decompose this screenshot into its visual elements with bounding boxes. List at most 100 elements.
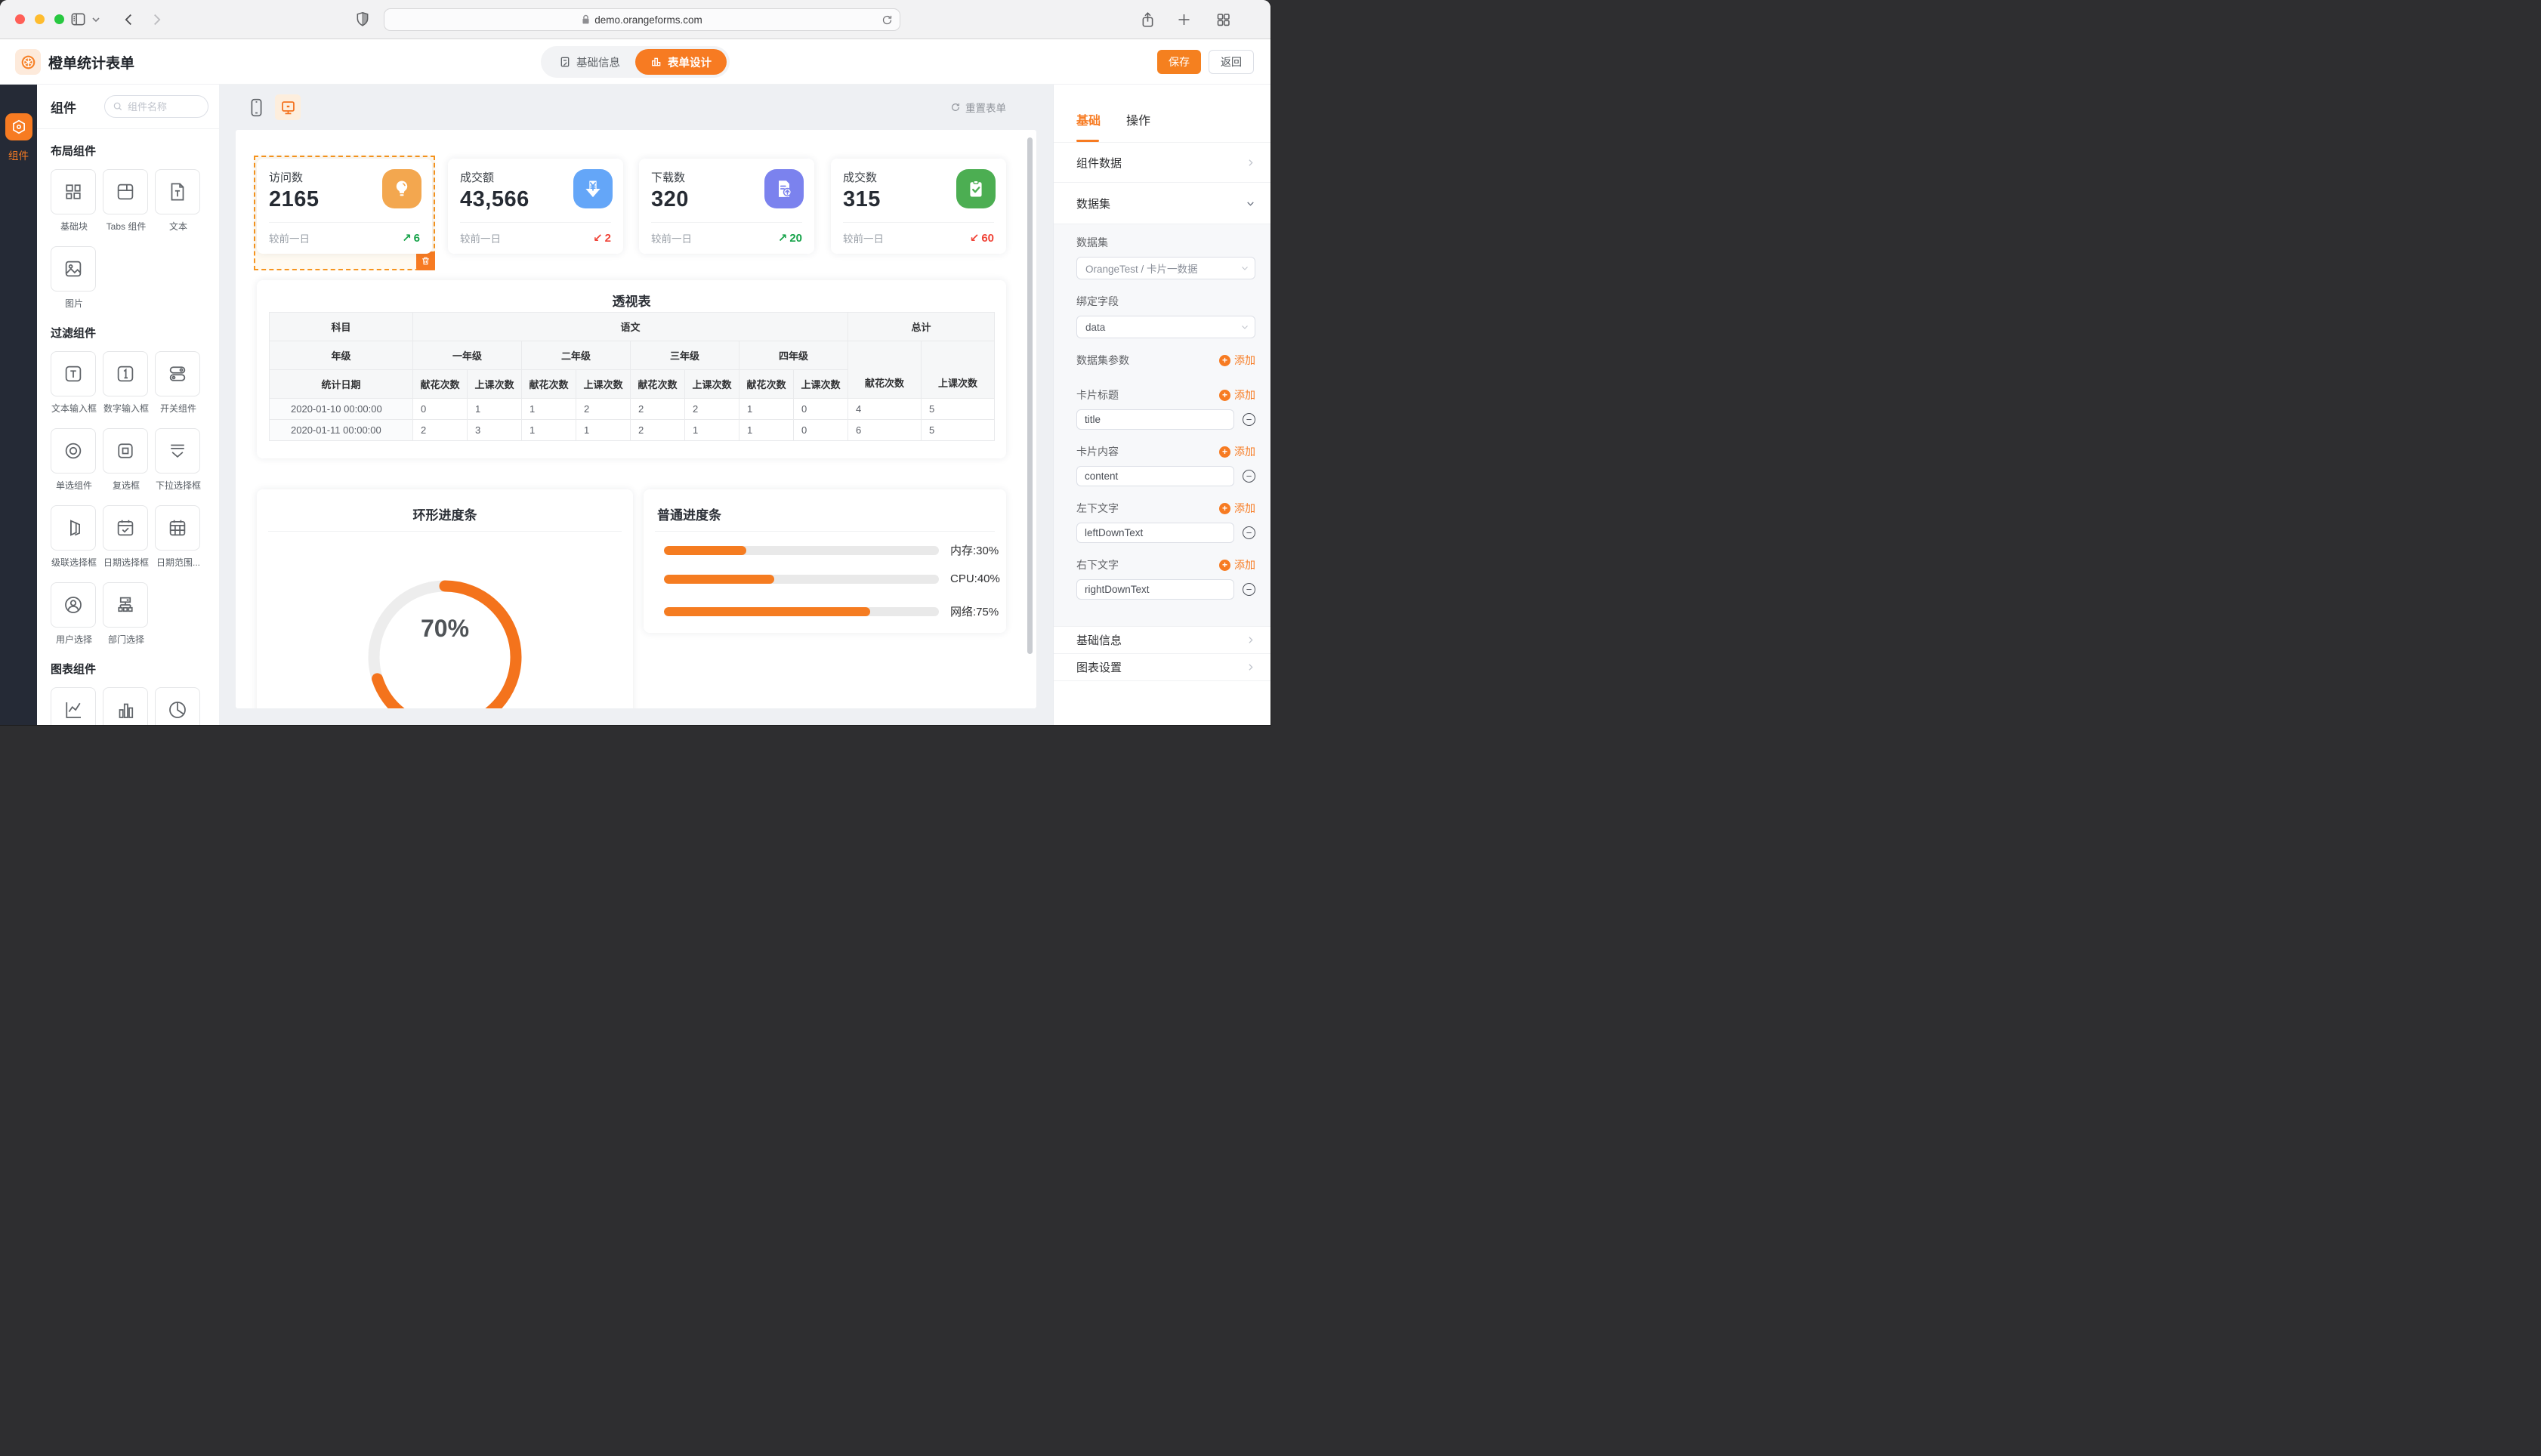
component-tile-radio[interactable] [51, 428, 96, 474]
pivot-table-widget[interactable]: 透视表 科目 语文 总计 年级 一年级 二年级 三年级 四年级 献花次数 上课次数 统计日期 献花次数… [257, 280, 1006, 458]
tab-basic[interactable]: 基础 [1076, 115, 1101, 128]
tab-overview-icon[interactable] [1215, 11, 1231, 29]
progress-label: 网络:75% [950, 606, 999, 618]
rail-item-components[interactable]: 组件 [0, 113, 37, 162]
back-button-app[interactable]: 返回 [1209, 50, 1254, 74]
component-tile-text-doc[interactable] [155, 169, 200, 214]
ring-progress-widget[interactable]: 环形进度条 70% [257, 489, 633, 708]
monitor-icon [281, 100, 295, 114]
component-tile-checkbox[interactable] [103, 428, 148, 474]
forward-button[interactable] [148, 11, 165, 29]
field-value-input[interactable] [1076, 409, 1234, 430]
field-group-label: 右下文字 [1076, 559, 1119, 571]
add-field-button[interactable]: + 添加 [1219, 387, 1255, 403]
pivot-metric-a: 献花次数 [521, 369, 576, 399]
reload-icon[interactable] [881, 14, 893, 26]
minimize-window-button[interactable] [35, 14, 45, 24]
shield-icon[interactable] [355, 10, 370, 29]
address-bar[interactable]: demo.orangeforms.com [384, 8, 900, 31]
pivot-value-cell: 1 [739, 419, 794, 441]
remove-field-button[interactable]: − [1243, 413, 1255, 426]
save-button[interactable]: 保存 [1157, 50, 1201, 74]
progress-bars-widget[interactable]: 普通进度条 内存:30% CPU:40% 网络:75% [644, 489, 1006, 633]
component-tile-pie-chart[interactable] [155, 687, 200, 725]
bind-field-label: 绑定字段 [1076, 295, 1119, 307]
component-tile-switch[interactable] [155, 351, 200, 396]
component-tile-tabs[interactable] [103, 169, 148, 214]
component-tile-label: 级联选择框 [51, 557, 97, 568]
lock-icon [582, 14, 590, 25]
pivot-value-cell: 2 [630, 419, 685, 441]
component-tile-dept[interactable] [103, 582, 148, 628]
component-tile-blocks[interactable] [51, 169, 96, 214]
desktop-preview-button[interactable] [275, 94, 301, 120]
stat-card-title: 成交额 [460, 171, 495, 184]
plus-icon: + [1219, 559, 1230, 571]
daterange-icon [166, 517, 189, 539]
add-field-button[interactable]: + 添加 [1219, 444, 1255, 459]
component-tile-cascade[interactable] [51, 505, 96, 551]
chevron-right-icon [1246, 635, 1255, 645]
sidebar-toggle-icon[interactable] [69, 11, 87, 28]
stat-card[interactable]: 成交额 43,566 较前一日 ↙ 2 [448, 159, 623, 254]
row-component-data[interactable]: 组件数据 [1054, 143, 1270, 183]
dataset-params-row: 数据集参数 + 添加 [1076, 353, 1255, 368]
pivot-grade: 二年级 [521, 341, 631, 370]
search-icon [113, 101, 123, 112]
tab-actions[interactable]: 操作 [1126, 115, 1151, 128]
field-value-input[interactable] [1076, 523, 1234, 543]
share-icon[interactable] [1140, 11, 1156, 29]
field-value-input[interactable] [1076, 466, 1234, 486]
remove-field-button[interactable]: − [1243, 470, 1255, 483]
dataset-field-label: 数据集 [1076, 236, 1108, 248]
component-tile-number-input[interactable] [103, 351, 148, 396]
remove-field-button[interactable]: − [1243, 583, 1255, 596]
search-input[interactable] [128, 100, 197, 113]
component-tile-date[interactable] [103, 505, 148, 551]
component-tile-daterange[interactable] [155, 505, 200, 551]
stat-card-delta: ↙ 2 [593, 231, 611, 245]
component-tile-label: 复选框 [112, 480, 140, 491]
row-basic-info[interactable]: 基础信息 [1054, 627, 1270, 654]
component-tile-label: 开关组件 [159, 403, 196, 414]
progress-track [664, 606, 939, 616]
progress-track [664, 574, 939, 584]
remove-field-button[interactable]: − [1243, 526, 1255, 539]
component-tile-text-input[interactable] [51, 351, 96, 396]
stat-card-value: 315 [843, 187, 881, 211]
bind-field-select[interactable]: data [1076, 316, 1255, 338]
delete-widget-button[interactable] [416, 251, 435, 270]
reset-form-button[interactable]: 重置表单 [950, 100, 1006, 115]
canvas-scrollbar[interactable] [1027, 137, 1033, 654]
component-tile-line-chart[interactable] [51, 687, 96, 725]
progress-title: 普通进度条 [657, 508, 721, 523]
component-tile-select[interactable] [155, 428, 200, 474]
chevron-down-icon[interactable] [92, 17, 100, 23]
stat-card[interactable]: 成交数 315 较前一日 ↙ 60 [831, 159, 1006, 254]
stat-card[interactable]: 下载数 320 较前一日 ↗ 20 [639, 159, 814, 254]
back-button[interactable] [121, 11, 137, 29]
zoom-window-button[interactable] [54, 14, 64, 24]
tab-form-design[interactable]: 表单设计 [635, 49, 727, 75]
component-tile-bar-chart[interactable] [103, 687, 148, 725]
doc-upload-icon [764, 169, 804, 208]
add-field-button[interactable]: + 添加 [1219, 501, 1255, 516]
add-param-button[interactable]: + 添加 [1219, 353, 1255, 368]
pivot-grade: 四年级 [738, 341, 849, 370]
component-tile-image[interactable] [51, 246, 96, 292]
stat-card[interactable]: 访问数 2165 较前一日 ↗ 6 [257, 159, 432, 254]
row-dataset-section[interactable]: 数据集 [1054, 183, 1270, 224]
pivot-group: 语文 [412, 312, 849, 341]
tab-basic-info[interactable]: 基础信息 [544, 49, 635, 75]
mobile-preview-button[interactable] [243, 94, 269, 120]
add-field-button[interactable]: + 添加 [1219, 557, 1255, 572]
row-chart-settings[interactable]: 图表设置 [1054, 654, 1270, 681]
dataset-select[interactable]: OrangeTest / 卡片一数据 [1076, 257, 1255, 279]
new-tab-icon[interactable] [1176, 11, 1192, 29]
field-value-input[interactable] [1076, 579, 1234, 600]
app-header: 橙单统计表单 基础信息 表单设计 保存 返回 [0, 39, 1270, 85]
component-search[interactable] [104, 95, 208, 118]
close-window-button[interactable] [15, 14, 25, 24]
switch-icon [166, 362, 189, 385]
component-tile-user[interactable] [51, 582, 96, 628]
